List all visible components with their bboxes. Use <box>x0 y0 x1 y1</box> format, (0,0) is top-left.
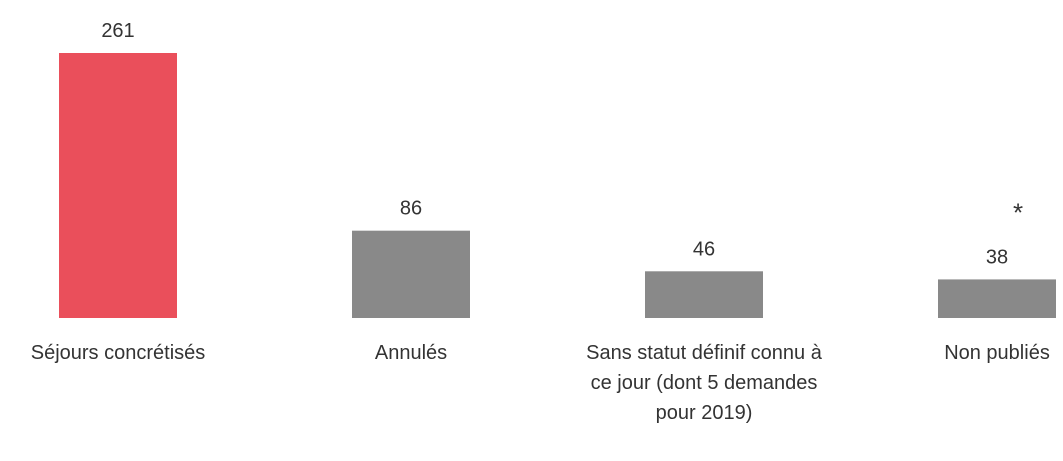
value-label: 86 <box>400 198 422 220</box>
bar <box>938 279 1056 318</box>
category-label: Annulés <box>374 342 448 364</box>
value-label: 38 <box>986 246 1008 268</box>
bar <box>352 230 470 318</box>
category-label: Non publiés <box>944 342 1050 364</box>
category-label: Séjours concrétisés <box>30 342 206 364</box>
bar <box>645 271 763 318</box>
category-label: Sans statut définif connu à ce jour (don… <box>586 342 822 424</box>
value-label: 46 <box>693 238 715 260</box>
bar <box>59 53 177 318</box>
annotation: * <box>1013 197 1023 227</box>
value-label: 261 <box>101 20 134 42</box>
